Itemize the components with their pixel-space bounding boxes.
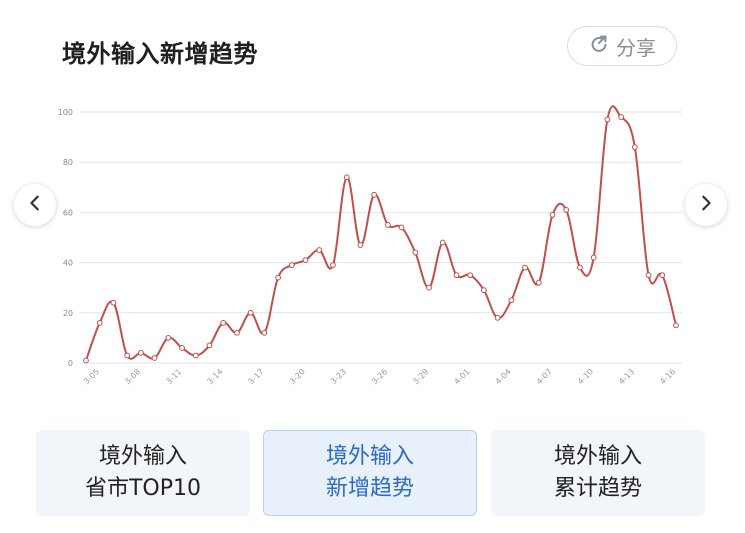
data-point — [220, 319, 227, 326]
trend-line-chart: 0 20 40 60 80 100 3-05 3-08 3-11 3-14 3-17 3-20 3-23… — [58, 105, 682, 386]
x-tick-label: 3-14 — [205, 367, 224, 386]
data-point — [467, 272, 474, 279]
data-point — [439, 239, 446, 246]
series-line — [85, 105, 677, 361]
tab-cumulative-trend[interactable]: 境外输入 累计趋势 — [491, 430, 705, 516]
data-point — [371, 191, 378, 198]
data-point — [577, 264, 583, 271]
share-icon — [588, 33, 610, 60]
x-tick-label: 4-16 — [658, 367, 677, 386]
tab-label-line1: 境外输入 — [553, 444, 642, 469]
tab-bar: 境外输入 省市TOP10 境外输入 新增趋势 境外输入 累计趋势 — [36, 430, 706, 516]
data-point — [535, 279, 542, 286]
data-point — [165, 335, 172, 341]
chevron-right-icon — [697, 194, 715, 216]
data-point — [261, 329, 268, 336]
data-point — [83, 357, 89, 364]
y-tick-label: 80 — [63, 158, 73, 167]
x-tick-label: 3-20 — [288, 367, 307, 386]
data-point — [494, 314, 501, 321]
tab-label-line2: 新增趋势 — [325, 476, 414, 501]
data-point — [234, 329, 240, 336]
data-point — [453, 272, 460, 279]
x-tick-label: 4-10 — [576, 367, 595, 386]
share-label: 分享 — [616, 35, 656, 60]
x-tick-label: 4-01 — [452, 367, 471, 386]
data-point — [412, 249, 419, 256]
data-point — [151, 355, 158, 361]
tab-label-line2: 累计趋势 — [553, 476, 642, 501]
data-point — [604, 116, 611, 123]
data-point — [426, 284, 432, 291]
data-point — [659, 272, 666, 279]
tab-new-trend[interactable]: 境外输入 新增趋势 — [263, 430, 477, 516]
y-tick-label: 0 — [68, 359, 73, 368]
data-point — [357, 242, 364, 248]
tab-label-line1: 境外输入 — [325, 444, 414, 469]
data-point — [206, 342, 213, 349]
data-point — [330, 262, 336, 269]
data-point — [673, 322, 679, 329]
y-tick-label: 40 — [63, 259, 73, 268]
data-point — [343, 174, 350, 181]
data-point — [124, 352, 131, 359]
y-tick-label: 20 — [63, 309, 73, 318]
x-tick-label: 4-04 — [494, 367, 513, 386]
data-point — [631, 144, 638, 151]
next-button[interactable] — [685, 184, 727, 226]
data-point — [522, 264, 528, 271]
data-point — [508, 297, 515, 304]
x-tick-label: 3-23 — [329, 367, 348, 386]
data-point — [275, 274, 281, 281]
share-button[interactable]: 分享 — [567, 26, 677, 66]
data-point — [398, 224, 405, 231]
data-point — [96, 319, 103, 326]
data-point — [302, 257, 309, 263]
tab-label-line2: 省市TOP10 — [84, 476, 202, 501]
tab-province-top10[interactable]: 境外输入 省市TOP10 — [36, 430, 250, 516]
data-point — [481, 287, 487, 294]
x-tick-label: 3-29 — [411, 367, 430, 386]
x-tick-label: 3-17 — [247, 367, 266, 386]
data-point — [192, 352, 199, 359]
data-point — [110, 299, 117, 306]
data-point — [179, 345, 185, 351]
y-tick-label: 100 — [58, 108, 73, 117]
page-title: 境外输入新增趋势 — [62, 40, 258, 68]
data-point — [384, 222, 391, 228]
x-tick-label: 3-05 — [82, 367, 101, 386]
tab-label-line1: 境外输入 — [98, 444, 187, 469]
data-point — [563, 206, 570, 213]
data-point — [590, 254, 597, 261]
chevron-left-icon — [26, 194, 44, 216]
data-point — [618, 114, 625, 120]
data-point — [316, 247, 323, 253]
data-point — [549, 212, 556, 218]
data-point — [137, 350, 144, 356]
prev-button[interactable] — [14, 184, 56, 226]
y-tick-label: 60 — [63, 208, 73, 217]
data-point — [288, 262, 295, 269]
x-tick-label: 3-26 — [370, 367, 389, 386]
x-tick-label: 4-07 — [535, 367, 554, 386]
x-tick-label: 3-11 — [164, 367, 183, 386]
data-point — [247, 309, 254, 316]
x-tick-label: 3-08 — [123, 367, 142, 386]
x-tick-label: 4-13 — [617, 367, 636, 386]
data-point — [645, 272, 652, 279]
